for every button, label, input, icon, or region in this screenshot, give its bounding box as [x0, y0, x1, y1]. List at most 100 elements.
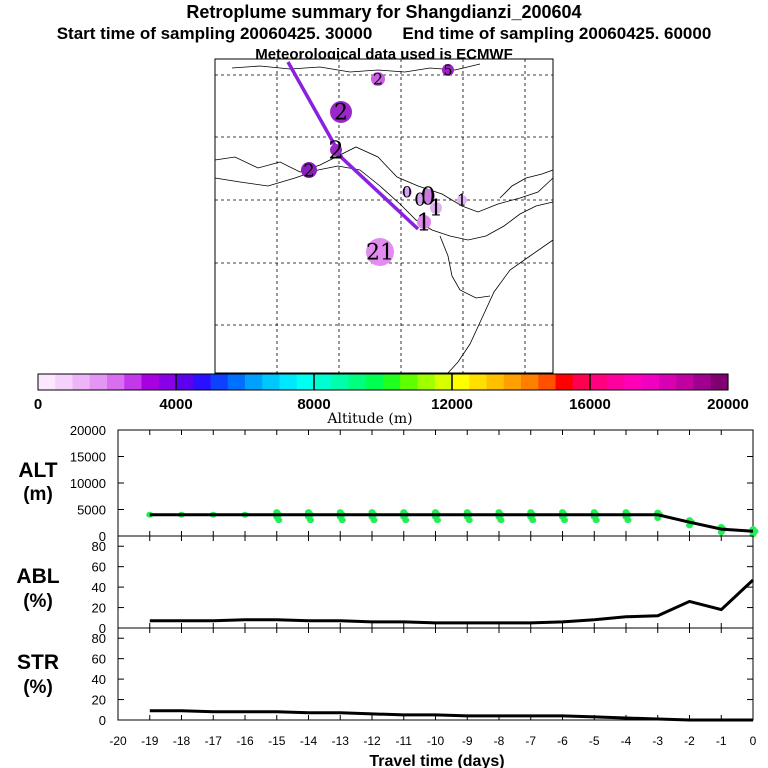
- colorbar-swatch: [641, 374, 660, 390]
- cluster-marker: 2: [330, 101, 352, 126]
- y-tick-label: 5000: [77, 503, 106, 518]
- colorbar-swatch: [572, 374, 591, 390]
- cluster-label: 2: [328, 136, 343, 164]
- cluster-circle: [417, 215, 431, 229]
- colorbar-swatch: [158, 374, 177, 390]
- y-tick-label: 20: [92, 693, 106, 708]
- alt-scatter-point: [275, 517, 283, 524]
- alt-scatter-point: [370, 517, 378, 524]
- cluster-circle: [330, 144, 342, 156]
- y-tick-label: 80: [92, 539, 106, 554]
- y-axis-unit: (m): [23, 484, 53, 505]
- colorbar-tick-label: 16000: [569, 396, 611, 413]
- cluster-marker: 2: [371, 70, 385, 89]
- colorbar-swatch: [348, 374, 367, 390]
- y-tick-label: 0: [99, 713, 106, 728]
- cluster-marker: 2: [301, 160, 317, 181]
- cluster-circle: [402, 187, 412, 197]
- panel-alt: 20000 15000 10000 5000 0 ALT(m): [18, 423, 759, 544]
- cluster-circle: [330, 101, 352, 123]
- cluster-marker: 5: [442, 63, 454, 79]
- cluster-label: 0: [414, 189, 425, 210]
- colorbar-swatch: [659, 374, 677, 390]
- x-tick-label: -12: [363, 734, 381, 748]
- y-tick-label: 0: [99, 529, 106, 544]
- y-tick-label: 40: [92, 672, 106, 687]
- y-axis-unit: (%): [23, 591, 53, 612]
- cluster-marker: 21: [366, 238, 394, 266]
- cluster-label: 2: [334, 101, 348, 126]
- cluster-label: 2: [303, 160, 314, 181]
- altitude-colorbar: 0 4000 8000 12000 16000 20000 Altitude (m): [34, 373, 749, 427]
- cluster-label: 0: [420, 182, 435, 210]
- alt-scatter-point: [529, 517, 537, 524]
- map-gridlines: [215, 59, 553, 373]
- x-tick-label: -9: [462, 734, 473, 748]
- cluster-label: 21: [366, 241, 394, 266]
- y-tick-label: 10000: [70, 476, 106, 491]
- colorbar-swatch: [89, 374, 108, 390]
- start-time-label: Start time of sampling 20060425. 30000: [56, 24, 373, 43]
- alt-scatter-point: [402, 517, 410, 524]
- cluster-marker: 1: [416, 208, 431, 236]
- colorbar-swatch: [107, 374, 125, 390]
- sampling-times: Start time of sampling 20060425. 30000 En…: [0, 24, 768, 44]
- colorbar-frame: [37, 373, 729, 391]
- cluster-circle: [430, 202, 442, 214]
- colorbar-tick-label: 8000: [297, 396, 330, 413]
- colorbar-swatch: [279, 374, 298, 390]
- cluster-marker: 0: [414, 189, 425, 210]
- cluster-circle: [442, 64, 454, 76]
- colorbar-swatch: [400, 374, 419, 390]
- colorbar-swatch: [38, 374, 56, 390]
- colorbar-swatch: [521, 374, 539, 390]
- colorbar-swatch: [434, 374, 453, 390]
- chart-title: Retroplume summary for Shangdianzi_20060…: [186, 2, 582, 22]
- x-axis-label: Travel time (days): [369, 753, 504, 768]
- map-frame: [214, 58, 554, 374]
- colorbar-tick-label: 4000: [159, 396, 192, 413]
- y-tick-label: 60: [92, 652, 106, 667]
- cluster-label: 1: [457, 191, 467, 210]
- colorbar-swatch: [124, 374, 143, 390]
- x-tick-label: -20: [109, 734, 127, 748]
- x-tick-label: -3: [652, 734, 663, 748]
- panel-frame: [117, 627, 754, 721]
- x-tick-label: -8: [494, 734, 505, 748]
- alt-scatter-point: [307, 517, 314, 524]
- colorbar-swatch: [72, 374, 91, 390]
- cluster-marker: 2: [328, 136, 343, 164]
- cluster-label: 1: [429, 197, 443, 222]
- timeseries-panels: 20000 15000 10000 5000 0 ALT(m) 80 60 40 20 0 ABL (%…: [16, 423, 759, 748]
- y-tick-label: 20000: [70, 423, 106, 438]
- x-tick-label: -16: [236, 734, 254, 748]
- x-tick-label: -13: [332, 734, 350, 748]
- y-tick-label: 40: [92, 580, 106, 595]
- panel-abl: 80 60 40 20 0 ABL (%): [16, 535, 755, 636]
- y-axis-label: ALT: [18, 459, 57, 482]
- cluster-label: 2: [373, 70, 383, 89]
- cluster-circle: [415, 194, 425, 204]
- colorbar-tick-label: 20000: [707, 396, 749, 413]
- cluster-marker: 1: [457, 191, 467, 210]
- x-tick-label: -14: [300, 734, 318, 748]
- colorbar-swatch: [176, 374, 194, 390]
- colorbar-swatch: [296, 374, 315, 390]
- colorbar-swatch: [417, 374, 436, 390]
- colorbar-swatch: [210, 374, 229, 390]
- x-tick-label: -1: [716, 734, 727, 748]
- colorbar-tick-label: 12000: [431, 396, 473, 413]
- x-tick-label: -17: [205, 734, 223, 748]
- alt-scatter-point: [561, 517, 568, 524]
- alt-scatter-point: [338, 517, 346, 524]
- x-tick-label: -15: [268, 734, 286, 748]
- alt-scatter-point: [497, 517, 505, 524]
- colorbar-swatch: [469, 374, 488, 390]
- colorbar-swatch: [452, 374, 470, 390]
- cluster-circle: [371, 72, 385, 86]
- colorbar-swatch: [538, 374, 557, 390]
- colorbar-swatch: [314, 374, 332, 390]
- x-tick-label: -5: [589, 734, 600, 748]
